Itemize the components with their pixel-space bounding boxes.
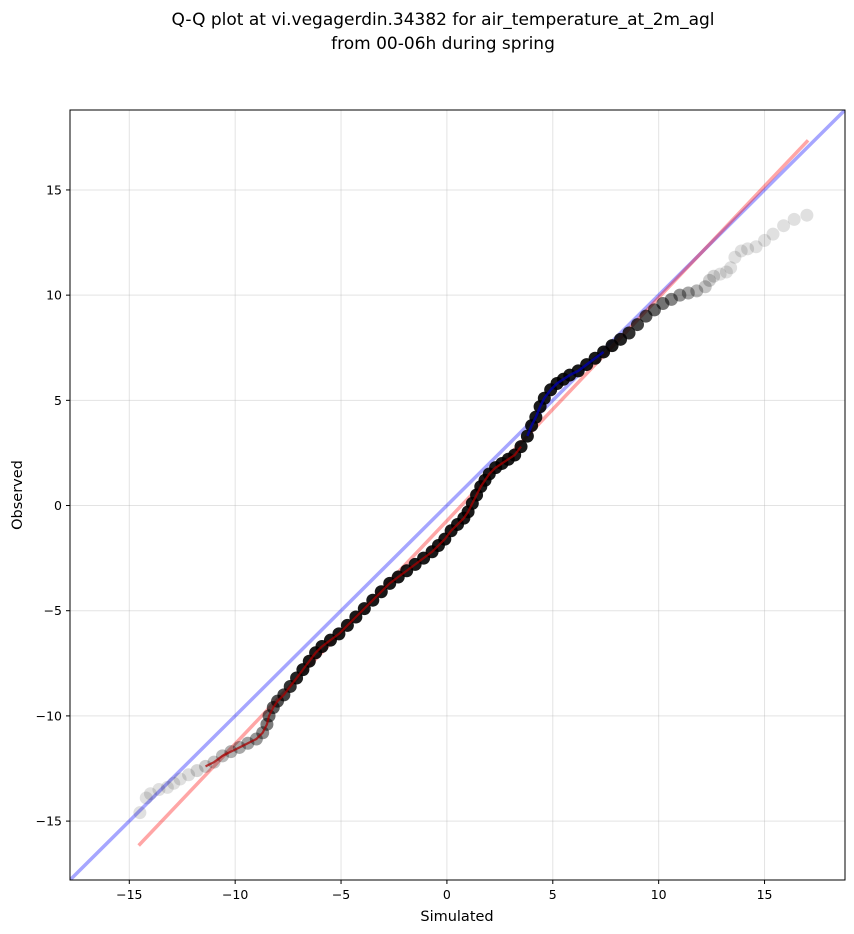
- y-tick-label: −5: [44, 603, 62, 618]
- quantile-point: [766, 227, 780, 241]
- grid-lines: [70, 110, 845, 880]
- quantile-point: [707, 269, 721, 283]
- quantile-point: [143, 787, 157, 801]
- identity-line: [70, 110, 845, 880]
- quantile-point: [681, 286, 695, 300]
- quantile-point: [734, 244, 748, 258]
- quantile-point: [749, 240, 763, 254]
- y-tick-label: 5: [54, 393, 62, 408]
- dense-overlay-blue: [526, 350, 605, 437]
- chart-subtitle: from 00-06h during spring: [331, 34, 555, 54]
- quantile-point: [758, 233, 772, 247]
- chart-title: Q-Q plot at vi.vegagerdin.34382 for air_…: [171, 10, 714, 30]
- quantile-point: [777, 219, 791, 233]
- dense-overlay-red: [205, 445, 522, 768]
- quantile-point: [622, 326, 636, 340]
- quantile-point: [698, 280, 712, 294]
- quantile-point: [173, 772, 187, 786]
- x-tick-label: −15: [116, 887, 142, 902]
- axis-ticks: −15 −10 −5 0 5 10 15 −15 −10 −5 0 5 10 15: [36, 182, 773, 902]
- plot-clip-group: [70, 110, 845, 880]
- x-tick-label: 10: [651, 887, 667, 902]
- plot-frame: [69, 109, 846, 881]
- x-tick-label: 15: [757, 887, 773, 902]
- quantile-point: [719, 265, 733, 279]
- quantile-point: [728, 250, 742, 264]
- quantile-point: [190, 764, 204, 778]
- y-tick-label: −10: [36, 708, 62, 723]
- quantile-point: [741, 242, 755, 256]
- y-tick-label: −15: [36, 814, 62, 829]
- plot-area: [70, 110, 845, 880]
- quantile-point: [152, 783, 166, 797]
- quantile-point: [656, 297, 670, 311]
- quantile-point: [664, 292, 678, 306]
- quantile-point: [139, 791, 153, 805]
- x-tick-label: 5: [549, 887, 557, 902]
- quantile-point: [182, 768, 196, 782]
- quantile-point: [133, 806, 147, 820]
- quantile-point: [800, 208, 814, 222]
- x-tick-label: −10: [222, 887, 248, 902]
- quantile-point: [690, 284, 704, 298]
- quantile-point: [713, 267, 727, 281]
- x-tick-label: −5: [332, 887, 350, 902]
- quantile-point: [160, 780, 174, 794]
- y-tick-label: 10: [46, 288, 62, 303]
- quantile-point: [630, 318, 644, 332]
- quantile-point: [702, 273, 716, 287]
- x-axis-label: Simulated: [420, 909, 493, 925]
- quantile-point: [724, 261, 738, 275]
- y-axis-label: Observed: [10, 460, 26, 530]
- x-tick-label: 0: [443, 887, 451, 902]
- y-tick-label: 0: [54, 498, 62, 513]
- y-tick-label: 15: [46, 182, 62, 197]
- quantile-point: [167, 776, 181, 790]
- quantile-point: [673, 288, 687, 302]
- quantile-point: [787, 212, 801, 226]
